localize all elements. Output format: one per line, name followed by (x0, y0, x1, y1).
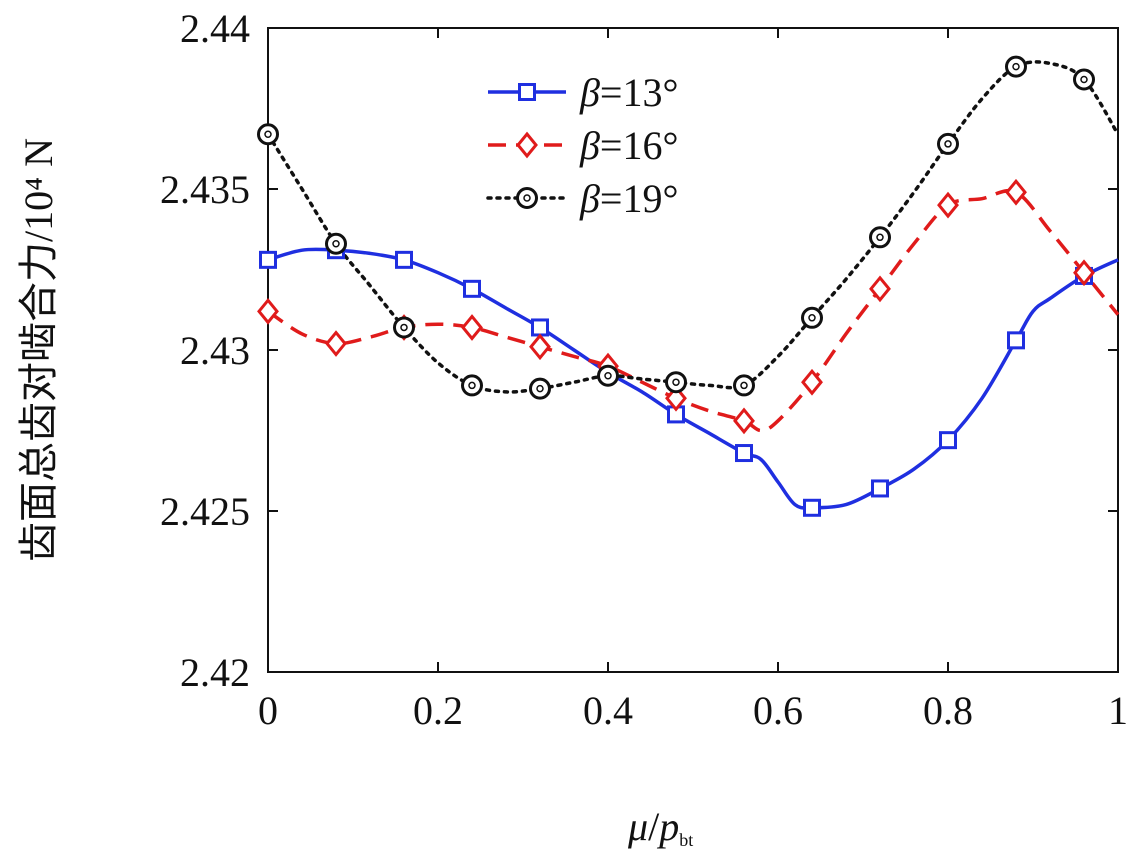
series-3-point-inner (400, 323, 408, 332)
x-axis-title-mu: μ (627, 804, 648, 849)
series-2-point (665, 384, 687, 412)
series-2-point (529, 333, 551, 361)
y-axis-title: 齿面总齿对啮合力/10⁴ N (16, 138, 61, 562)
legend-label-2: β=16° (579, 123, 678, 168)
series-2-point (325, 330, 347, 357)
y-tick-label: 2.435 (160, 167, 250, 212)
series-2-point (733, 407, 755, 435)
series-1-point (939, 431, 957, 450)
series-3-point-inner (536, 384, 544, 393)
y-tick-label: 2.425 (160, 489, 250, 534)
x-tick-label: 0.2 (413, 688, 463, 733)
legend: β=13° β=16° β=19° (486, 70, 678, 221)
series-2-point (257, 297, 279, 325)
series-3-point-inner (944, 140, 952, 148)
plot-area (267, 27, 1119, 673)
legend-marker-3-inner (523, 194, 531, 202)
series-1-point (395, 250, 413, 269)
y-tick-label: 2.44 (180, 6, 250, 51)
series-3-point-inner (604, 372, 612, 380)
series-1-point (463, 279, 481, 298)
x-tick-label: 0 (258, 688, 278, 733)
x-axis-title-p: p (656, 804, 679, 849)
series-3-point-inner (808, 314, 816, 322)
series-3-point-inner (468, 381, 476, 390)
y-axis: 2.42 2.425 2.43 2.435 2.44 (160, 6, 1118, 695)
series-2-point (1073, 259, 1095, 287)
series-markers (257, 55, 1095, 517)
series-1-point (803, 498, 821, 517)
x-tick-label: 0.8 (923, 688, 973, 733)
series-3-point-inner (264, 130, 272, 139)
series-2-point (801, 368, 823, 396)
series-2-point (869, 275, 891, 303)
series-2-point (937, 191, 959, 219)
series-1-point (1007, 331, 1025, 350)
x-tick-label: 1 (1108, 688, 1127, 733)
legend-marker-2 (516, 131, 538, 159)
series-3-point-inner (1012, 62, 1020, 71)
x-axis: 0 0.2 0.4 0.6 0.8 1 (258, 28, 1127, 733)
series-1-point (531, 318, 549, 337)
series-2-point (1005, 178, 1027, 206)
y-tick-label: 2.42 (180, 650, 250, 695)
legend-label-3: β=19° (579, 176, 678, 221)
series-1-point (871, 479, 889, 498)
x-tick-label: 0.6 (753, 688, 803, 733)
series-3-point-inner (672, 378, 680, 386)
series-1-point (259, 250, 277, 269)
series-3-point-inner (876, 233, 884, 242)
y-tick-label: 2.43 (180, 328, 250, 373)
x-axis-title: μ/pbt (627, 804, 693, 850)
x-tick-label: 0.4 (583, 688, 633, 733)
legend-marker-1 (518, 83, 536, 101)
series-3-point-inner (1080, 75, 1088, 84)
legend-label-1: β=13° (579, 70, 678, 115)
x-axis-title-slash: / (648, 804, 660, 849)
series-3-point-inner (740, 381, 748, 390)
series-3-point-inner (332, 239, 340, 248)
series-1-point (735, 444, 753, 463)
series-2-point (461, 314, 483, 341)
x-axis-title-sub: bt (679, 830, 693, 850)
